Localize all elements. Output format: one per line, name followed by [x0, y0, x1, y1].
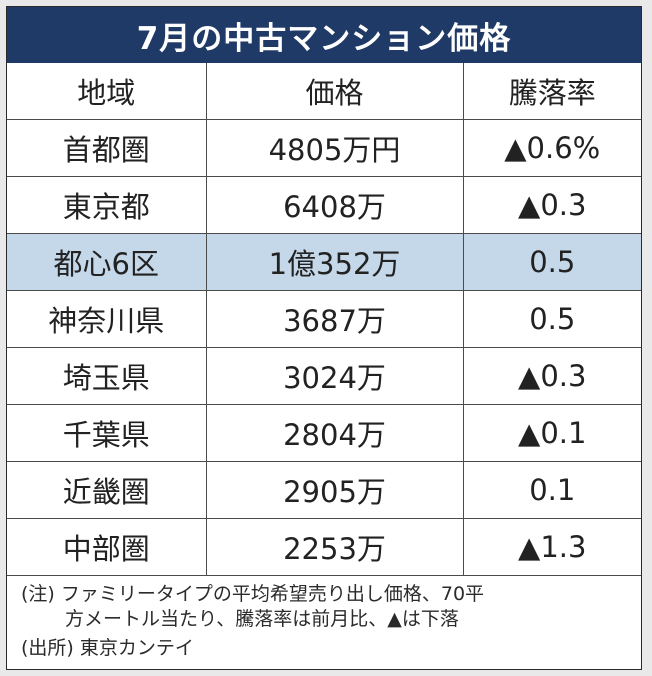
cell-change: ▲0.1	[462, 404, 641, 462]
table-row: 東京都 6408万 ▲0.3	[7, 176, 641, 234]
cell-change: ▲0.3	[462, 176, 641, 234]
cell-change: ▲0.3	[462, 347, 641, 405]
cell-region: 神奈川県	[7, 290, 207, 348]
source-credit: (出所) 東京カンテイ	[21, 637, 194, 659]
cell-region: 東京都	[7, 176, 207, 234]
table-row: 千葉県 2804万 ▲0.1	[7, 404, 641, 462]
cell-region: 埼玉県	[7, 347, 207, 405]
cell-region: 千葉県	[7, 404, 207, 462]
cell-price: 2905万	[205, 461, 464, 519]
cell-change: ▲1.3	[462, 518, 641, 576]
header-row: 地域 価格 騰落率	[7, 63, 641, 120]
price-table-figure: 7月の中古マンション価格 地域 価格 騰落率 首都圏 4805万円 ▲0.6% …	[6, 6, 642, 670]
cell-price: 2804万	[205, 404, 464, 462]
cell-price: 1億352万	[205, 233, 464, 291]
cell-price: 6408万	[205, 176, 464, 234]
header-price: 価格	[205, 63, 464, 120]
table-row: 首都圏 4805万円 ▲0.6%	[7, 119, 641, 177]
note-line-2: 方メートル当たり、騰落率は前月比、▲は下落	[65, 608, 459, 630]
cell-change: 0.1	[462, 461, 641, 519]
header-change: 騰落率	[462, 63, 641, 120]
table-row-highlighted: 都心6区 1億352万 0.5	[7, 233, 641, 291]
cell-price: 2253万	[205, 518, 464, 576]
footnotes: (注) ファミリータイプの平均希望売り出し価格、70平 方メートル当たり、騰落率…	[7, 576, 641, 661]
table-row: 中部圏 2253万 ▲1.3	[7, 518, 641, 576]
note-line-1: (注) ファミリータイプの平均希望売り出し価格、70平	[21, 583, 485, 605]
table-row: 近畿圏 2905万 0.1	[7, 461, 641, 519]
cell-price: 3687万	[205, 290, 464, 348]
cell-change: 0.5	[462, 233, 641, 291]
cell-region: 近畿圏	[7, 461, 207, 519]
cell-change: 0.5	[462, 290, 641, 348]
header-region: 地域	[7, 63, 207, 120]
cell-price: 3024万	[205, 347, 464, 405]
table-row: 神奈川県 3687万 0.5	[7, 290, 641, 348]
cell-region: 首都圏	[7, 119, 207, 177]
cell-price: 4805万円	[205, 119, 464, 177]
cell-region: 中部圏	[7, 518, 207, 576]
cell-region: 都心6区	[7, 233, 207, 291]
table-row: 埼玉県 3024万 ▲0.3	[7, 347, 641, 405]
table-title: 7月の中古マンション価格	[7, 7, 641, 63]
cell-change: ▲0.6%	[462, 119, 641, 177]
price-table: 地域 価格 騰落率 首都圏 4805万円 ▲0.6% 東京都 6408万 ▲0.…	[7, 63, 641, 576]
